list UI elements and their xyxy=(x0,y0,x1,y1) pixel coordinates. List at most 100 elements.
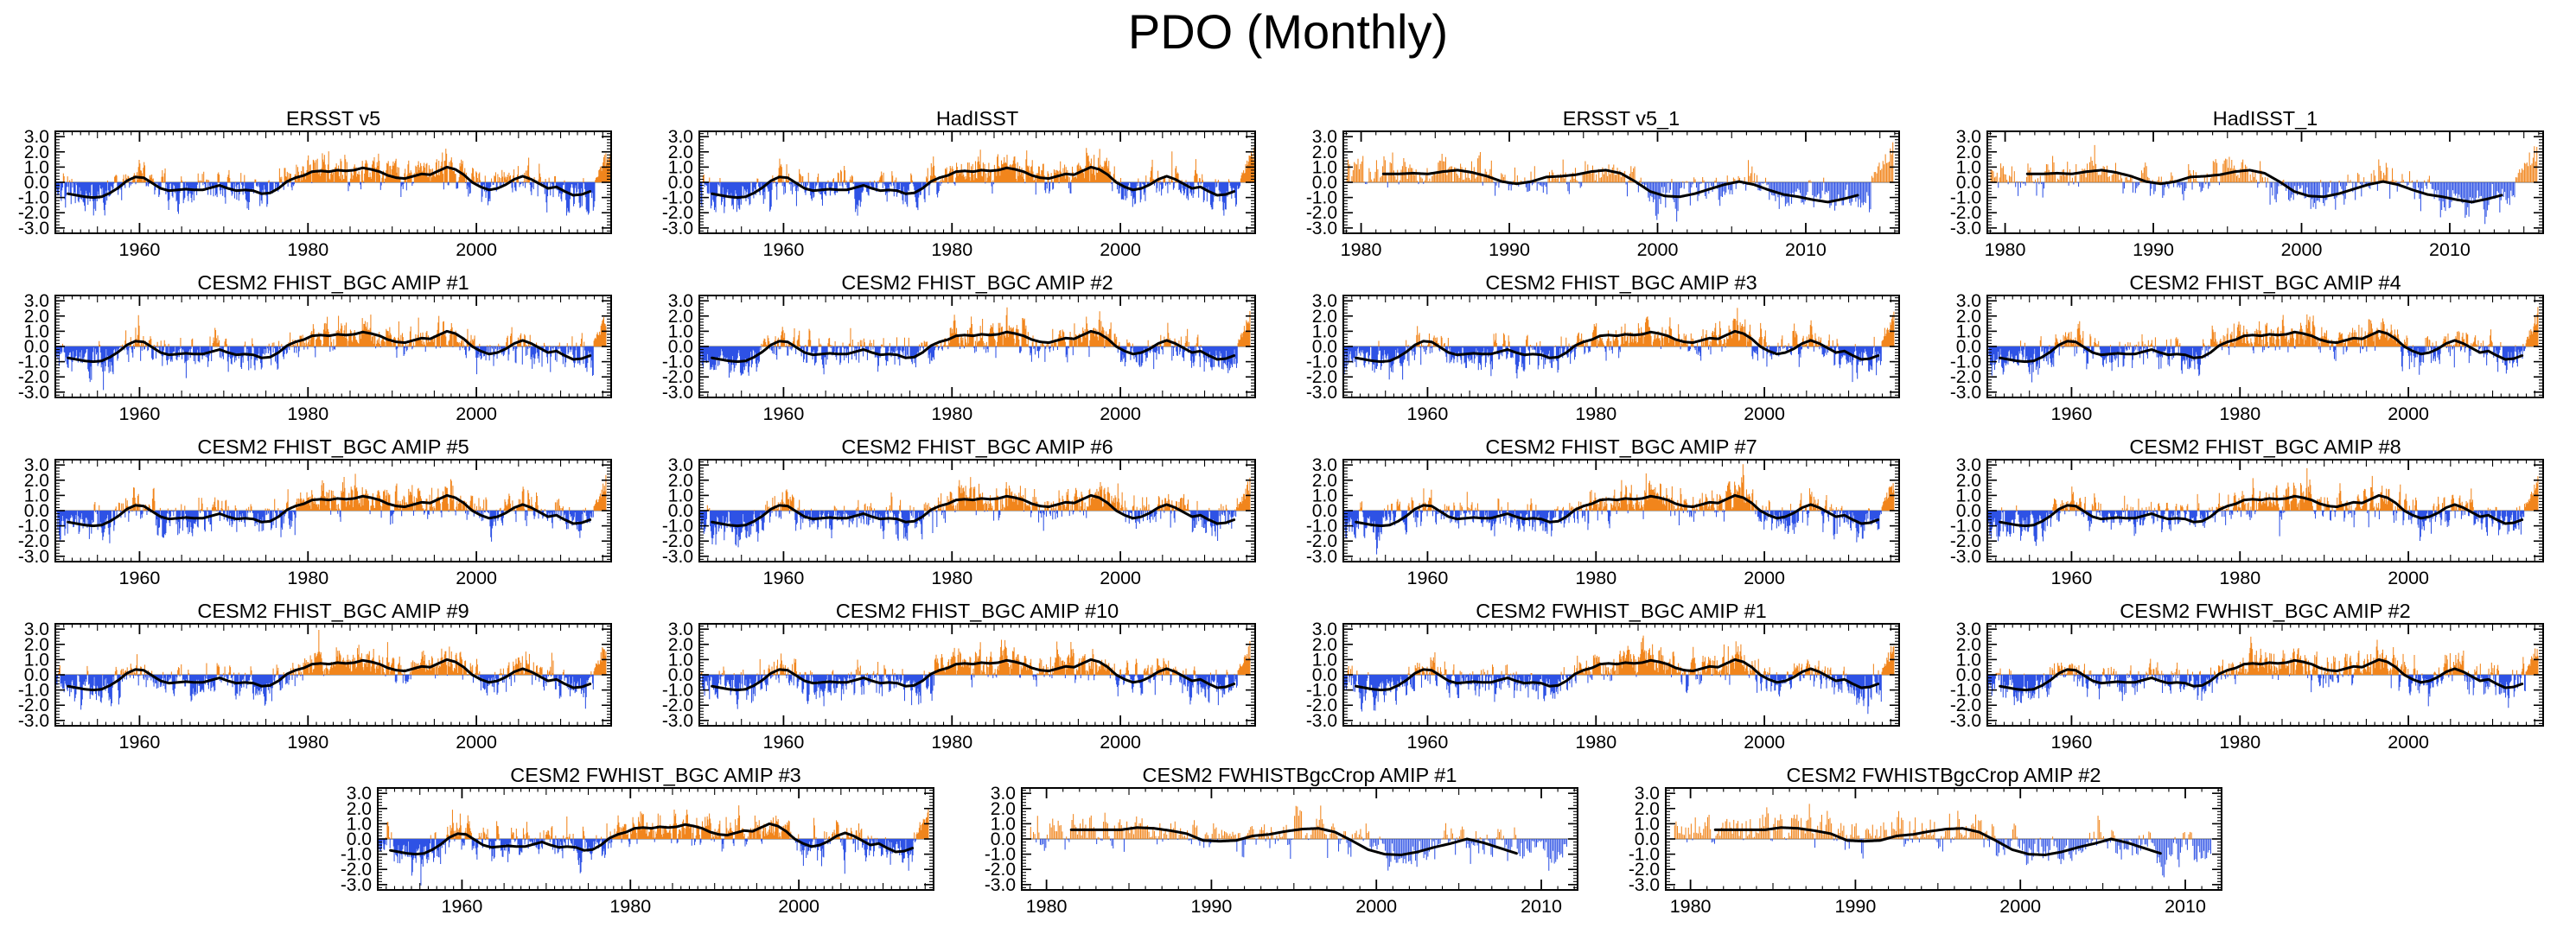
bars-positive xyxy=(2020,307,2539,346)
y-tick-label: 3.0 xyxy=(668,291,693,311)
bars-negative xyxy=(54,675,594,710)
x-tick-label: 2000 xyxy=(778,896,819,917)
smoothed-line xyxy=(1355,329,1880,364)
bars-negative xyxy=(1342,346,1882,383)
y-tick-label: -2.0 xyxy=(340,860,371,880)
y-tick-label: -3.0 xyxy=(1950,547,1981,567)
panel-cesm2-fhist-bgc-amip-10: CESM2 FHIST_BGC AMIP #10 3.0 2.0 1.0 0.0 -1.0… xyxy=(644,601,1288,766)
y-tick-label: 2.0 xyxy=(668,143,693,162)
bars-negative xyxy=(698,511,1237,548)
y-tick-label: -2.0 xyxy=(1306,367,1337,387)
smoothed-line xyxy=(1069,826,1518,856)
y-tick-label: -3.0 xyxy=(1950,711,1981,731)
axis-ticks: 3.02.01.00.0-1.0-2.0-3.0 1960 1980 2000 xyxy=(662,619,1256,753)
panel-title: CESM2 FHIST_BGC AMIP #7 xyxy=(1485,437,1757,458)
panel-cesm2-fhist-bgc-amip-1: CESM2 FHIST_BGC AMIP #1 3.0 2.0 1.0 0.0 -1.0-… xyxy=(0,273,644,437)
panel-cesm2-fhist-bgc-amip-9: CESM2 FHIST_BGC AMIP #9 3.0 2.0 1.0 0.0 -1.0-… xyxy=(0,601,644,766)
panel-cesm2-fhist-bgc-amip-5: CESM2 FHIST_BGC AMIP #5 3.0 2.0 1.0 0.0 -1.0-… xyxy=(0,437,644,601)
x-tick-label: 1960 xyxy=(1407,568,1449,588)
x-tick-label: 2000 xyxy=(1100,403,1141,424)
y-tick-label: -3.0 xyxy=(1950,383,1981,403)
x-tick-label: 1960 xyxy=(2051,403,2093,424)
y-tick-label: 3.0 xyxy=(24,619,49,639)
smoothed-line xyxy=(67,493,592,528)
y-tick-label: 0.0 xyxy=(346,829,371,849)
axis-ticks: 3.02.01.00.0-1.0-2.0-3.0 1980 1990 2000 2010 xyxy=(1628,784,2222,917)
panel-title: CESM2 FHIST_BGC AMIP #4 xyxy=(2129,273,2401,294)
y-tick-label: 1.0 xyxy=(346,814,371,834)
y-tick-label: -2.0 xyxy=(1628,860,1659,880)
y-tick-label: 1.0 xyxy=(1312,321,1337,341)
x-tick-label: 1980 xyxy=(931,239,972,260)
y-tick-label: -3.0 xyxy=(662,711,693,731)
smoothed-line xyxy=(1355,493,1880,528)
bars-negative xyxy=(1998,182,2515,225)
x-tick-label: 1960 xyxy=(2051,732,2093,753)
x-tick-label: 1960 xyxy=(763,732,805,753)
plot-canvas: CESM2 FHIST_BGC AMIP #103.02.01.00.0-1.0… xyxy=(662,601,1256,753)
smoothed-line xyxy=(1999,329,2524,364)
y-tick-label: 1.0 xyxy=(1956,321,1981,341)
y-tick-label: -3.0 xyxy=(662,383,693,403)
axis-ticks: 3.02.01.00.0-1.0-2.0-3.0 1960 1980 2000 xyxy=(18,619,612,753)
x-tick-label: 1960 xyxy=(1407,732,1449,753)
x-tick-label: 1990 xyxy=(1190,896,1232,917)
y-tick-label: 0.0 xyxy=(1956,337,1981,357)
y-tick-label: -1.0 xyxy=(1628,845,1659,865)
bars-positive xyxy=(1674,804,2192,839)
panel-hadisst: HadISST 3.0 2.0 1.0 0.0 -1.0 -2.0 -3.0 1960 1980 2… xyxy=(644,109,1288,273)
y-tick-label: -1.0 xyxy=(18,681,49,701)
panel-row-4: CESM2 FHIST_BGC AMIP #9 3.0 2.0 1.0 0.0 -1.0-… xyxy=(0,601,2576,766)
bars-negative xyxy=(54,182,596,216)
panel-title: CESM2 FWHIST_BGC AMIP #3 xyxy=(510,766,800,786)
panel-cesm2-fwhist-bgc-amip-3: CESM2 FWHIST_BGC AMIP #3 3.0 2.0 1.0 0.0 -1.0… xyxy=(322,766,966,930)
y-tick-label: 3.0 xyxy=(24,127,49,147)
y-tick-label: 1.0 xyxy=(1956,650,1981,670)
bars-positive xyxy=(1990,144,2538,182)
x-tick-label: 1980 xyxy=(287,732,328,753)
y-tick-label: -2.0 xyxy=(1306,203,1337,223)
y-tick-label: -1.0 xyxy=(340,845,371,865)
x-tick-label: 2000 xyxy=(456,732,497,753)
bars-negative xyxy=(1365,182,1871,222)
smoothed-line xyxy=(2025,168,2503,204)
y-tick-label: -1.0 xyxy=(1950,681,1981,701)
smoothed-line xyxy=(1999,658,2524,692)
bars-positive xyxy=(1369,308,1895,346)
x-tick-label: 1960 xyxy=(763,239,805,260)
y-tick-label: 2.0 xyxy=(668,307,693,327)
smoothed-line xyxy=(67,658,592,692)
bars-negative xyxy=(1342,511,1882,555)
panel-title: CESM2 FWHISTBgcCrop AMIP #2 xyxy=(1786,766,2101,786)
x-tick-label: 1980 xyxy=(1341,239,1382,260)
axis-ticks: 3.02.01.00.0-1.0-2.0-3.0 1960 1980 2000 xyxy=(1306,619,1900,753)
x-tick-label: 1980 xyxy=(2219,732,2260,753)
y-tick-label: -2.0 xyxy=(662,531,693,551)
plot-canvas: CESM2 FHIST_BGC AMIP #13.02.01.00.0-1.0-… xyxy=(18,273,612,424)
x-tick-label: 1980 xyxy=(2219,403,2260,424)
x-tick-label: 2000 xyxy=(1744,403,1785,424)
y-tick-label: -2.0 xyxy=(662,203,693,223)
bars-positive xyxy=(385,805,928,839)
x-tick-label: 1960 xyxy=(119,732,161,753)
y-tick-label: -2.0 xyxy=(1306,531,1337,551)
y-tick-label: 1.0 xyxy=(24,157,49,177)
axis-ticks: 3.02.01.00.0-1.0-2.0-3.0 1960 1980 2000 xyxy=(1950,291,2544,424)
panel-cesm2-fwhistbgccrop-amip-1: CESM2 FWHISTBgcCrop AMIP #1 3.0 2.0 1.0 0.0-… xyxy=(966,766,1610,930)
y-tick-label: 2.0 xyxy=(1312,143,1337,162)
y-tick-label: 0.0 xyxy=(24,665,49,685)
plot-canvas: CESM2 FWHISTBgcCrop AMIP #23.02.01.00.0-… xyxy=(1628,766,2222,917)
panel-hadisst-1: HadISST_1 3.0 2.0 1.0 0.0 -1.0 -2.0 -3.0 1980 199… xyxy=(1932,109,2576,273)
y-tick-label: -1.0 xyxy=(662,188,693,208)
y-tick-label: 3.0 xyxy=(1312,455,1337,475)
x-tick-label: 2000 xyxy=(1100,732,1141,753)
y-tick-label: 3.0 xyxy=(668,127,693,147)
plot-canvas: CESM2 FWHIST_BGC AMIP #33.02.01.00.0-1.0… xyxy=(340,766,934,917)
plot-canvas: CESM2 FHIST_BGC AMIP #73.02.01.00.0-1.0-… xyxy=(1306,437,1900,588)
x-tick-label: 2000 xyxy=(1100,239,1141,260)
panel-cesm2-fhist-bgc-amip-6: CESM2 FHIST_BGC AMIP #6 3.0 2.0 1.0 0.0 -1.0-… xyxy=(644,437,1288,601)
y-tick-label: 2.0 xyxy=(668,635,693,655)
x-tick-label: 2000 xyxy=(1355,896,1397,917)
